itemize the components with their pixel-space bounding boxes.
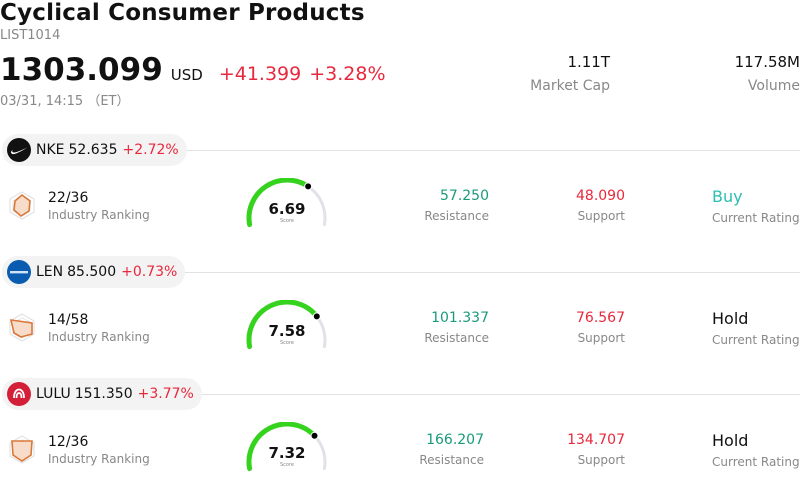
ticker-change: +3.77% (137, 386, 194, 402)
industry-rank-label: Industry Ranking (48, 330, 150, 344)
resistance-block: 166.207 Resistance (419, 432, 484, 467)
score-gauge (246, 300, 327, 350)
stock-pill-nke[interactable]: NKE 52.635 +2.72% (2, 134, 187, 166)
resistance-block: 57.250 Resistance (424, 188, 489, 223)
support-value: 48.090 (576, 188, 625, 204)
industry-rank-label: Industry Ranking (48, 208, 150, 222)
score-value: 7.32 (268, 444, 306, 462)
nike-swoosh-icon (7, 138, 31, 162)
volume-label: Volume (747, 78, 800, 94)
ticker-price: 151.350 (74, 386, 133, 402)
lennar-logo-icon (7, 260, 31, 284)
ticker-symbol: LEN (36, 264, 64, 280)
ranking-radar-icon (8, 434, 36, 464)
price-change-percent: +3.28% (309, 63, 386, 85)
stock-section-lulu: LULU 151.350 +3.77% 12/36 Industry Ranki… (0, 378, 800, 488)
resistance-label: Resistance (419, 453, 484, 467)
support-label: Support (577, 331, 625, 345)
volume-stat: 117.58M Volume (735, 53, 800, 94)
resistance-value: 101.337 (431, 310, 489, 326)
support-value: 76.567 (576, 310, 625, 326)
currency-label: USD (170, 66, 203, 84)
rating-block: Hold Current Rating (712, 309, 800, 347)
price-row: 1303.099 USD +41.399 +3.28% (0, 52, 386, 88)
support-block: 48.090 Support (576, 188, 625, 223)
score-value: 7.58 (268, 322, 306, 340)
score-gauge (246, 422, 327, 472)
gauge-indicator (312, 312, 321, 321)
support-block: 76.567 Support (576, 310, 625, 345)
gauge-fill (246, 178, 311, 228)
resistance-label: Resistance (424, 209, 489, 223)
ranking-radar-icon (8, 190, 36, 220)
ranking-radar-icon (8, 312, 36, 342)
support-value: 134.707 (567, 432, 625, 448)
resistance-value: 166.207 (426, 432, 484, 448)
rating-label: Current Rating (712, 333, 800, 347)
score-label: Score (279, 340, 294, 346)
ticker-price: 85.500 (67, 264, 117, 280)
ticker-change: +2.72% (122, 142, 179, 158)
section-divider (180, 272, 800, 273)
lululemon-logo-icon (7, 382, 31, 406)
stock-section-nke: NKE 52.635 +2.72% 22/36 Industry Ranking… (0, 134, 800, 256)
rating-value: Hold (712, 309, 749, 328)
market-cap-value: 1.11T (567, 53, 610, 71)
timestamp: 03/31, 14:15 （ET） (0, 94, 130, 109)
rating-value: Buy (712, 187, 743, 206)
market-cap-label: Market Cap (530, 78, 610, 94)
score-label: Score (279, 462, 294, 468)
support-label: Support (577, 209, 625, 223)
stock-pill-lulu[interactable]: LULU 151.350 +3.77% (2, 378, 202, 410)
resistance-block: 101.337 Resistance (424, 310, 489, 345)
support-label: Support (577, 453, 625, 467)
resistance-value: 57.250 (440, 188, 489, 204)
rating-block: Hold Current Rating (712, 431, 800, 469)
industry-rank-value: 14/58 (48, 312, 89, 328)
index-code: LIST1014 (0, 28, 61, 43)
gauge-indicator (310, 431, 319, 440)
industry-rank-value: 12/36 (48, 434, 89, 450)
section-divider (180, 150, 800, 151)
score-value: 6.69 (268, 200, 306, 218)
gauge-fill (246, 300, 320, 350)
market-cap-stat: 1.11T Market Cap (530, 53, 610, 94)
industry-rank-value: 22/36 (48, 190, 89, 206)
ticker-change: +0.73% (121, 264, 178, 280)
section-divider (198, 394, 800, 395)
score-gauge (246, 178, 327, 228)
score-label: Score (279, 218, 294, 224)
rating-block: Buy Current Rating (712, 187, 800, 225)
page-title: Cyclical Consumer Products (0, 0, 365, 26)
rating-value: Hold (712, 431, 749, 450)
price-change: +41.399 (218, 63, 302, 85)
stock-section-len: LEN 85.500 +0.73% 14/58 Industry Ranking… (0, 256, 800, 378)
industry-rank-label: Industry Ranking (48, 452, 150, 466)
ticker-symbol: LULU (36, 386, 71, 402)
gauge-indicator (304, 182, 313, 191)
ticker-price: 52.635 (68, 142, 118, 158)
volume-value: 117.58M (734, 53, 800, 71)
index-price: 1303.099 (0, 52, 163, 88)
rating-label: Current Rating (712, 211, 800, 225)
resistance-label: Resistance (424, 331, 489, 345)
stock-pill-len[interactable]: LEN 85.500 +0.73% (2, 256, 186, 288)
rating-label: Current Rating (712, 455, 800, 469)
ticker-symbol: NKE (36, 142, 65, 158)
gauge-fill (246, 422, 318, 472)
support-block: 134.707 Support (567, 432, 625, 467)
